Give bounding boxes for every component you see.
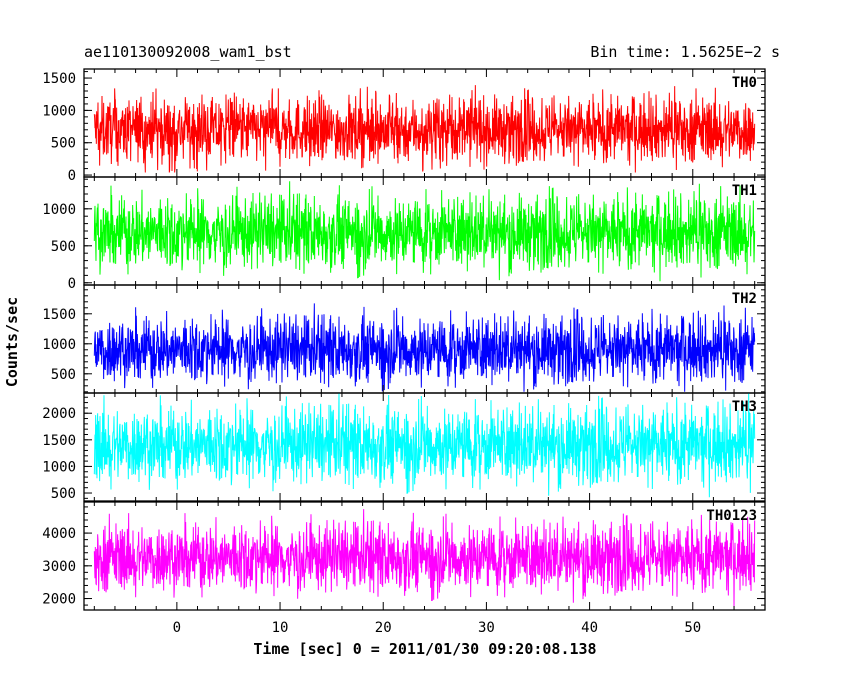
- series-line-th0123: [93, 509, 756, 609]
- x-tick-label: 50: [684, 620, 701, 636]
- y-tick-label: 2000: [42, 406, 76, 422]
- y-axis-label: Counts/sec: [3, 296, 21, 388]
- y-tick-label: 1500: [42, 307, 76, 323]
- panel-label-th1: TH1: [732, 183, 757, 199]
- x-tick-label: 20: [375, 620, 392, 636]
- y-tick-label: 1500: [42, 71, 76, 87]
- series-line-th3: [93, 392, 756, 498]
- y-tick-label: 1000: [42, 337, 76, 353]
- y-tick-label: 1500: [42, 433, 76, 449]
- panel-th1: 0 500 1000 TH1: [42, 176, 766, 292]
- y-tick-label: 2000: [42, 592, 76, 608]
- panel-th2: 500 1000 1500 TH2: [42, 284, 766, 394]
- panel-label-th2: TH2: [732, 291, 757, 307]
- x-tick-label: 30: [478, 620, 495, 636]
- series-line-th2: [93, 303, 756, 392]
- x-tick-label: 40: [581, 620, 598, 636]
- panel-label-th0123: TH0123: [706, 508, 757, 524]
- panel-th0123: 2000 3000 4000 TH0123: [42, 501, 766, 611]
- y-tick-label: 1000: [42, 459, 76, 475]
- y-tick-label: 1000: [42, 103, 76, 119]
- y-tick-label: 0: [68, 168, 76, 184]
- y-tick-label: 500: [51, 367, 76, 383]
- y-tick-label: 0: [68, 276, 76, 292]
- y-tick-label: 1000: [42, 202, 76, 218]
- y-tick-label: 500: [51, 486, 76, 502]
- series-line-th0: [93, 85, 756, 173]
- y-tick-label: 500: [51, 239, 76, 255]
- panel-th0: 0 500 1000 1500 TH0: [42, 68, 766, 184]
- chart-title: ae110130092008_wam1_bst: [84, 43, 292, 61]
- y-tick-label: 500: [51, 136, 76, 152]
- chart-subtitle-bin-time: Bin time: 1.5625E−2 s: [590, 43, 780, 61]
- series-line-th1: [93, 181, 756, 282]
- x-tick-label: 10: [272, 620, 289, 636]
- y-tick-label: 4000: [42, 526, 76, 542]
- panel-th3: 500 1000 1500 2000 TH3: [42, 392, 766, 502]
- x-axis-label: Time [sec] 0 = 2011/01/30 09:20:08.138: [253, 640, 597, 658]
- y-tick-label: 3000: [42, 559, 76, 575]
- panel-label-th0: TH0: [732, 75, 757, 91]
- panel-label-th3: TH3: [732, 399, 757, 415]
- x-tick-label: 0: [173, 620, 181, 636]
